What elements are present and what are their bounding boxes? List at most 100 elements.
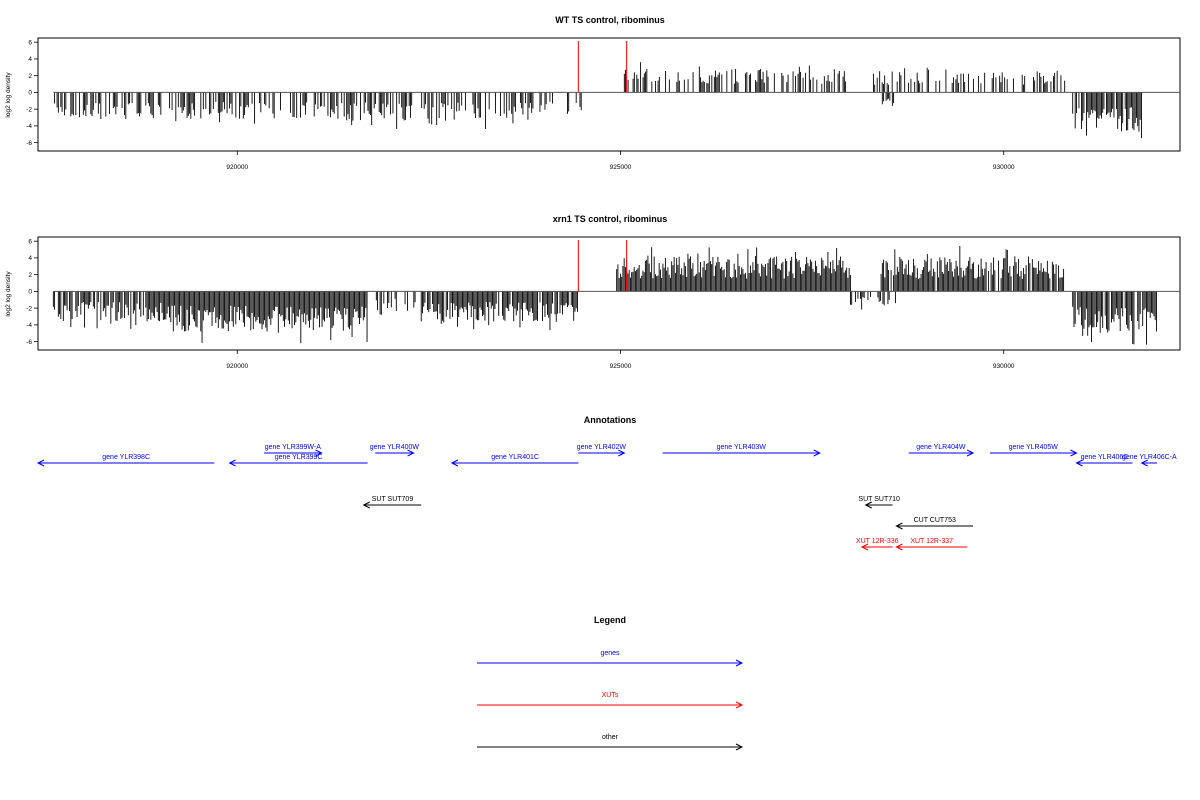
- panel-xrn1: xrn1 TS control, ribominus log2 log dens…: [5, 214, 1181, 370]
- annotation-feature: gene YLR404W: [908, 444, 975, 457]
- annotation-feature: gene YLR405W: [989, 444, 1078, 457]
- y-tick-label: 2: [28, 73, 32, 80]
- arrow-head: [315, 449, 323, 457]
- y-tick-label: 4: [28, 56, 32, 63]
- annotation-feature: gene YLR398C: [36, 454, 215, 467]
- y-tick-label: -6: [26, 140, 32, 147]
- x-tick-label: 930000: [993, 164, 1015, 171]
- annotation-feature: gene YLR402W: [577, 444, 627, 457]
- arrow-head: [36, 459, 45, 467]
- arrow-head: [895, 522, 903, 530]
- annotation-feature: SUT SUT710: [858, 496, 900, 509]
- y-axis-wt: -6 -4 -2 0 2 4 6: [26, 39, 38, 147]
- legend-item: other: [477, 734, 744, 751]
- annotation-feature: gene YLR403W: [662, 444, 821, 457]
- feature-label: gene YLR403W: [717, 444, 767, 451]
- panel-wt: WT TS control, ribominus log2 log densit…: [5, 15, 1181, 171]
- feature-label: gene YLR404W: [916, 444, 966, 451]
- x-tick-label: 925000: [610, 363, 632, 370]
- arrow-head: [895, 543, 903, 551]
- y-tick-label: -6: [26, 339, 32, 346]
- y-tick-label: -2: [26, 305, 32, 312]
- y-tick-label: 4: [28, 255, 32, 262]
- legend-label: XUTs: [602, 692, 619, 699]
- x-tick-label: 920000: [226, 363, 248, 370]
- feature-label: gene YLR401C: [491, 454, 539, 461]
- feature-label: CUT CUT753: [914, 517, 956, 524]
- feature-label: XUT 12R-337: [910, 538, 953, 545]
- annotation-feature: XUT 12R-337: [895, 538, 967, 551]
- feature-label: gene YLR406C-A: [1122, 454, 1177, 461]
- legend-title: Legend: [594, 615, 626, 625]
- arrow-head: [1075, 459, 1083, 467]
- legend-label: other: [602, 734, 619, 741]
- feature-label: SUT SUT710: [858, 496, 900, 503]
- x-tick-label: 930000: [993, 363, 1015, 370]
- annotation-feature: XUT 12R-336: [856, 538, 899, 551]
- feature-label: gene YLR406C: [1081, 454, 1129, 461]
- markers-wt: [577, 41, 628, 93]
- arrow-head: [813, 449, 821, 457]
- arrow-head: [1140, 459, 1148, 467]
- arrow-head: [735, 743, 744, 751]
- x-tick-label: 925000: [610, 164, 632, 171]
- y-axis-label-wt: log2 log density: [5, 72, 12, 118]
- feature-label: gene YLR399C: [275, 454, 323, 461]
- arrow-head: [407, 449, 415, 457]
- plot-frame-xrn1: [37, 236, 1181, 351]
- arrow-head: [450, 459, 459, 467]
- y-tick-label: -4: [26, 123, 32, 130]
- markers-xrn1: [577, 240, 628, 292]
- arrow-head: [860, 543, 869, 551]
- x-axis-wt: 920000 925000 930000: [226, 151, 1015, 171]
- arrow-head: [362, 501, 370, 509]
- annotation-feature: gene YLR401C: [450, 454, 579, 467]
- annotation-feature: gene YLR406C: [1075, 454, 1133, 467]
- feature-label: gene YLR400W: [370, 444, 420, 451]
- legend-item: genes: [477, 650, 744, 667]
- annotations-title: Annotations: [584, 415, 637, 425]
- y-tick-label: 0: [28, 90, 32, 97]
- bars-wt: [53, 62, 1180, 139]
- annotation-features: gene YLR398C gene YLR399W-A gene YLR399C ge…: [36, 444, 1177, 551]
- feature-label: gene YLR405W: [1009, 444, 1059, 451]
- annotation-feature: CUT CUT753: [895, 517, 974, 530]
- y-tick-label: -2: [26, 106, 32, 113]
- x-tick-label: 920000: [226, 164, 248, 171]
- panel-title-wt: WT TS control, ribominus: [555, 15, 665, 25]
- legend-label: genes: [600, 650, 620, 657]
- arrow-head: [864, 501, 872, 509]
- feature-label: gene YLR398C: [102, 454, 150, 461]
- annotation-feature: gene YLR399W-A: [264, 444, 323, 457]
- panel-title-xrn1: xrn1 TS control, ribominus: [553, 214, 668, 224]
- legend-items: genes XUTs other: [477, 650, 744, 751]
- bars-xrn1: [52, 245, 1180, 345]
- annotation-feature: SUT SUT709: [362, 496, 422, 509]
- y-axis-xrn1: -6 -4 -2 0 2 4 6: [26, 238, 38, 346]
- arrow-head: [228, 459, 236, 467]
- arrow-head: [618, 449, 626, 457]
- y-tick-label: 0: [28, 289, 32, 296]
- legend-item: XUTs: [477, 692, 744, 709]
- y-tick-label: 6: [28, 238, 32, 245]
- y-tick-label: 2: [28, 272, 32, 279]
- arrow-head: [735, 701, 744, 709]
- feature-label: gene YLR399W-A: [265, 444, 321, 451]
- annotation-feature: gene YLR400W: [370, 444, 420, 457]
- y-tick-label: 6: [28, 39, 32, 46]
- y-axis-label-xrn1: log2 log density: [5, 271, 12, 317]
- legend: Legend genes XUTs other: [477, 615, 744, 751]
- x-axis-xrn1: 920000 925000 930000: [226, 350, 1015, 370]
- arrow-head: [735, 659, 744, 667]
- arrow-head: [1070, 449, 1078, 457]
- feature-label: gene YLR402W: [577, 444, 627, 451]
- annotation-feature: gene YLR399C: [228, 454, 368, 467]
- feature-label: SUT SUT709: [372, 496, 414, 503]
- feature-label: XUT 12R-336: [856, 538, 899, 545]
- annotation-feature: gene YLR406C-A: [1122, 454, 1177, 467]
- y-tick-label: -4: [26, 322, 32, 329]
- plot-frame-wt: [37, 37, 1181, 152]
- arrow-head: [966, 449, 975, 457]
